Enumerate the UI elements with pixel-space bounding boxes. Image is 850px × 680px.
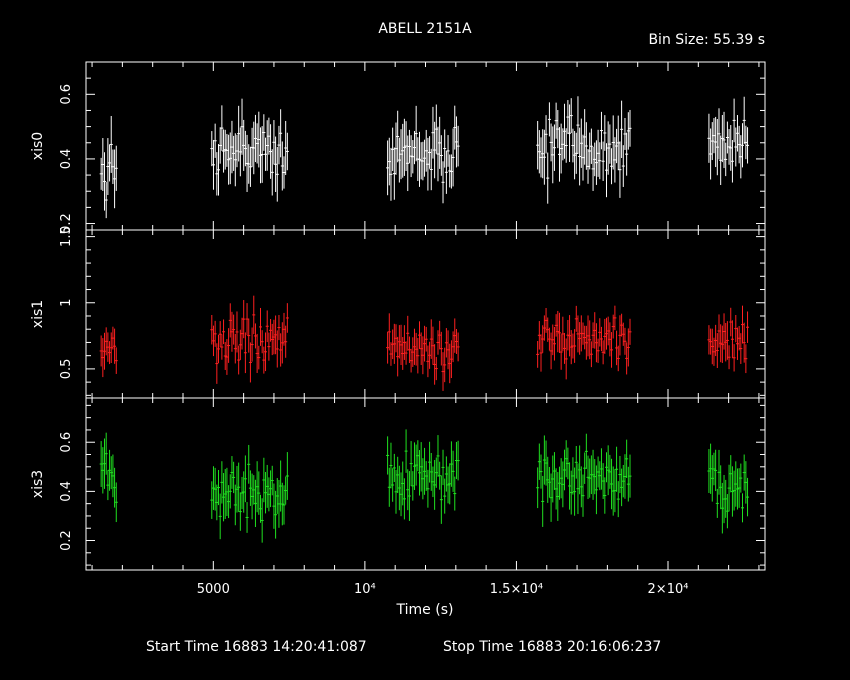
x-tick-label: 1.5×10⁴	[490, 582, 543, 597]
y-tick-label: 1.5	[59, 226, 74, 247]
y-tick-label: 0.5	[59, 359, 74, 380]
y-tick-label: 0.4	[59, 149, 74, 170]
y-axis-label-xis1: xis1	[30, 300, 46, 328]
start-time-label: Start Time 16883 14:20:41:087	[146, 639, 367, 655]
y-axis-label-xis0: xis0	[30, 132, 46, 160]
stop-time-label: Stop Time 16883 20:16:06:237	[443, 639, 661, 655]
y-tick-label: 0.2	[59, 213, 74, 234]
panels-group: 0.2 0.4 0.6 xis0 0.5 1 1.5 xis1 0.2 0.4 0.6 xis3 500…	[30, 61, 766, 597]
panel-frame	[85, 397, 766, 571]
x-tick-label: 2×10⁴	[648, 582, 689, 597]
x-tick-label: 5000	[197, 582, 230, 597]
y-tick-label: 0.2	[59, 530, 74, 551]
y-tick-label: 0.6	[59, 84, 74, 105]
y-tick-label: 0.6	[59, 432, 74, 453]
x-tick-label: 10⁴	[354, 582, 376, 597]
y-tick-label: 0.4	[59, 481, 74, 502]
panel-frame	[85, 61, 766, 231]
y-axis-label-xis3: xis3	[30, 470, 46, 498]
bin-size-label: Bin Size: 55.39 s	[648, 32, 765, 48]
y-tick-label: 1	[59, 299, 74, 307]
panel-frame	[85, 229, 766, 399]
x-axis-label: Time (s)	[396, 602, 454, 618]
chart-title: ABELL 2151A	[378, 21, 472, 37]
